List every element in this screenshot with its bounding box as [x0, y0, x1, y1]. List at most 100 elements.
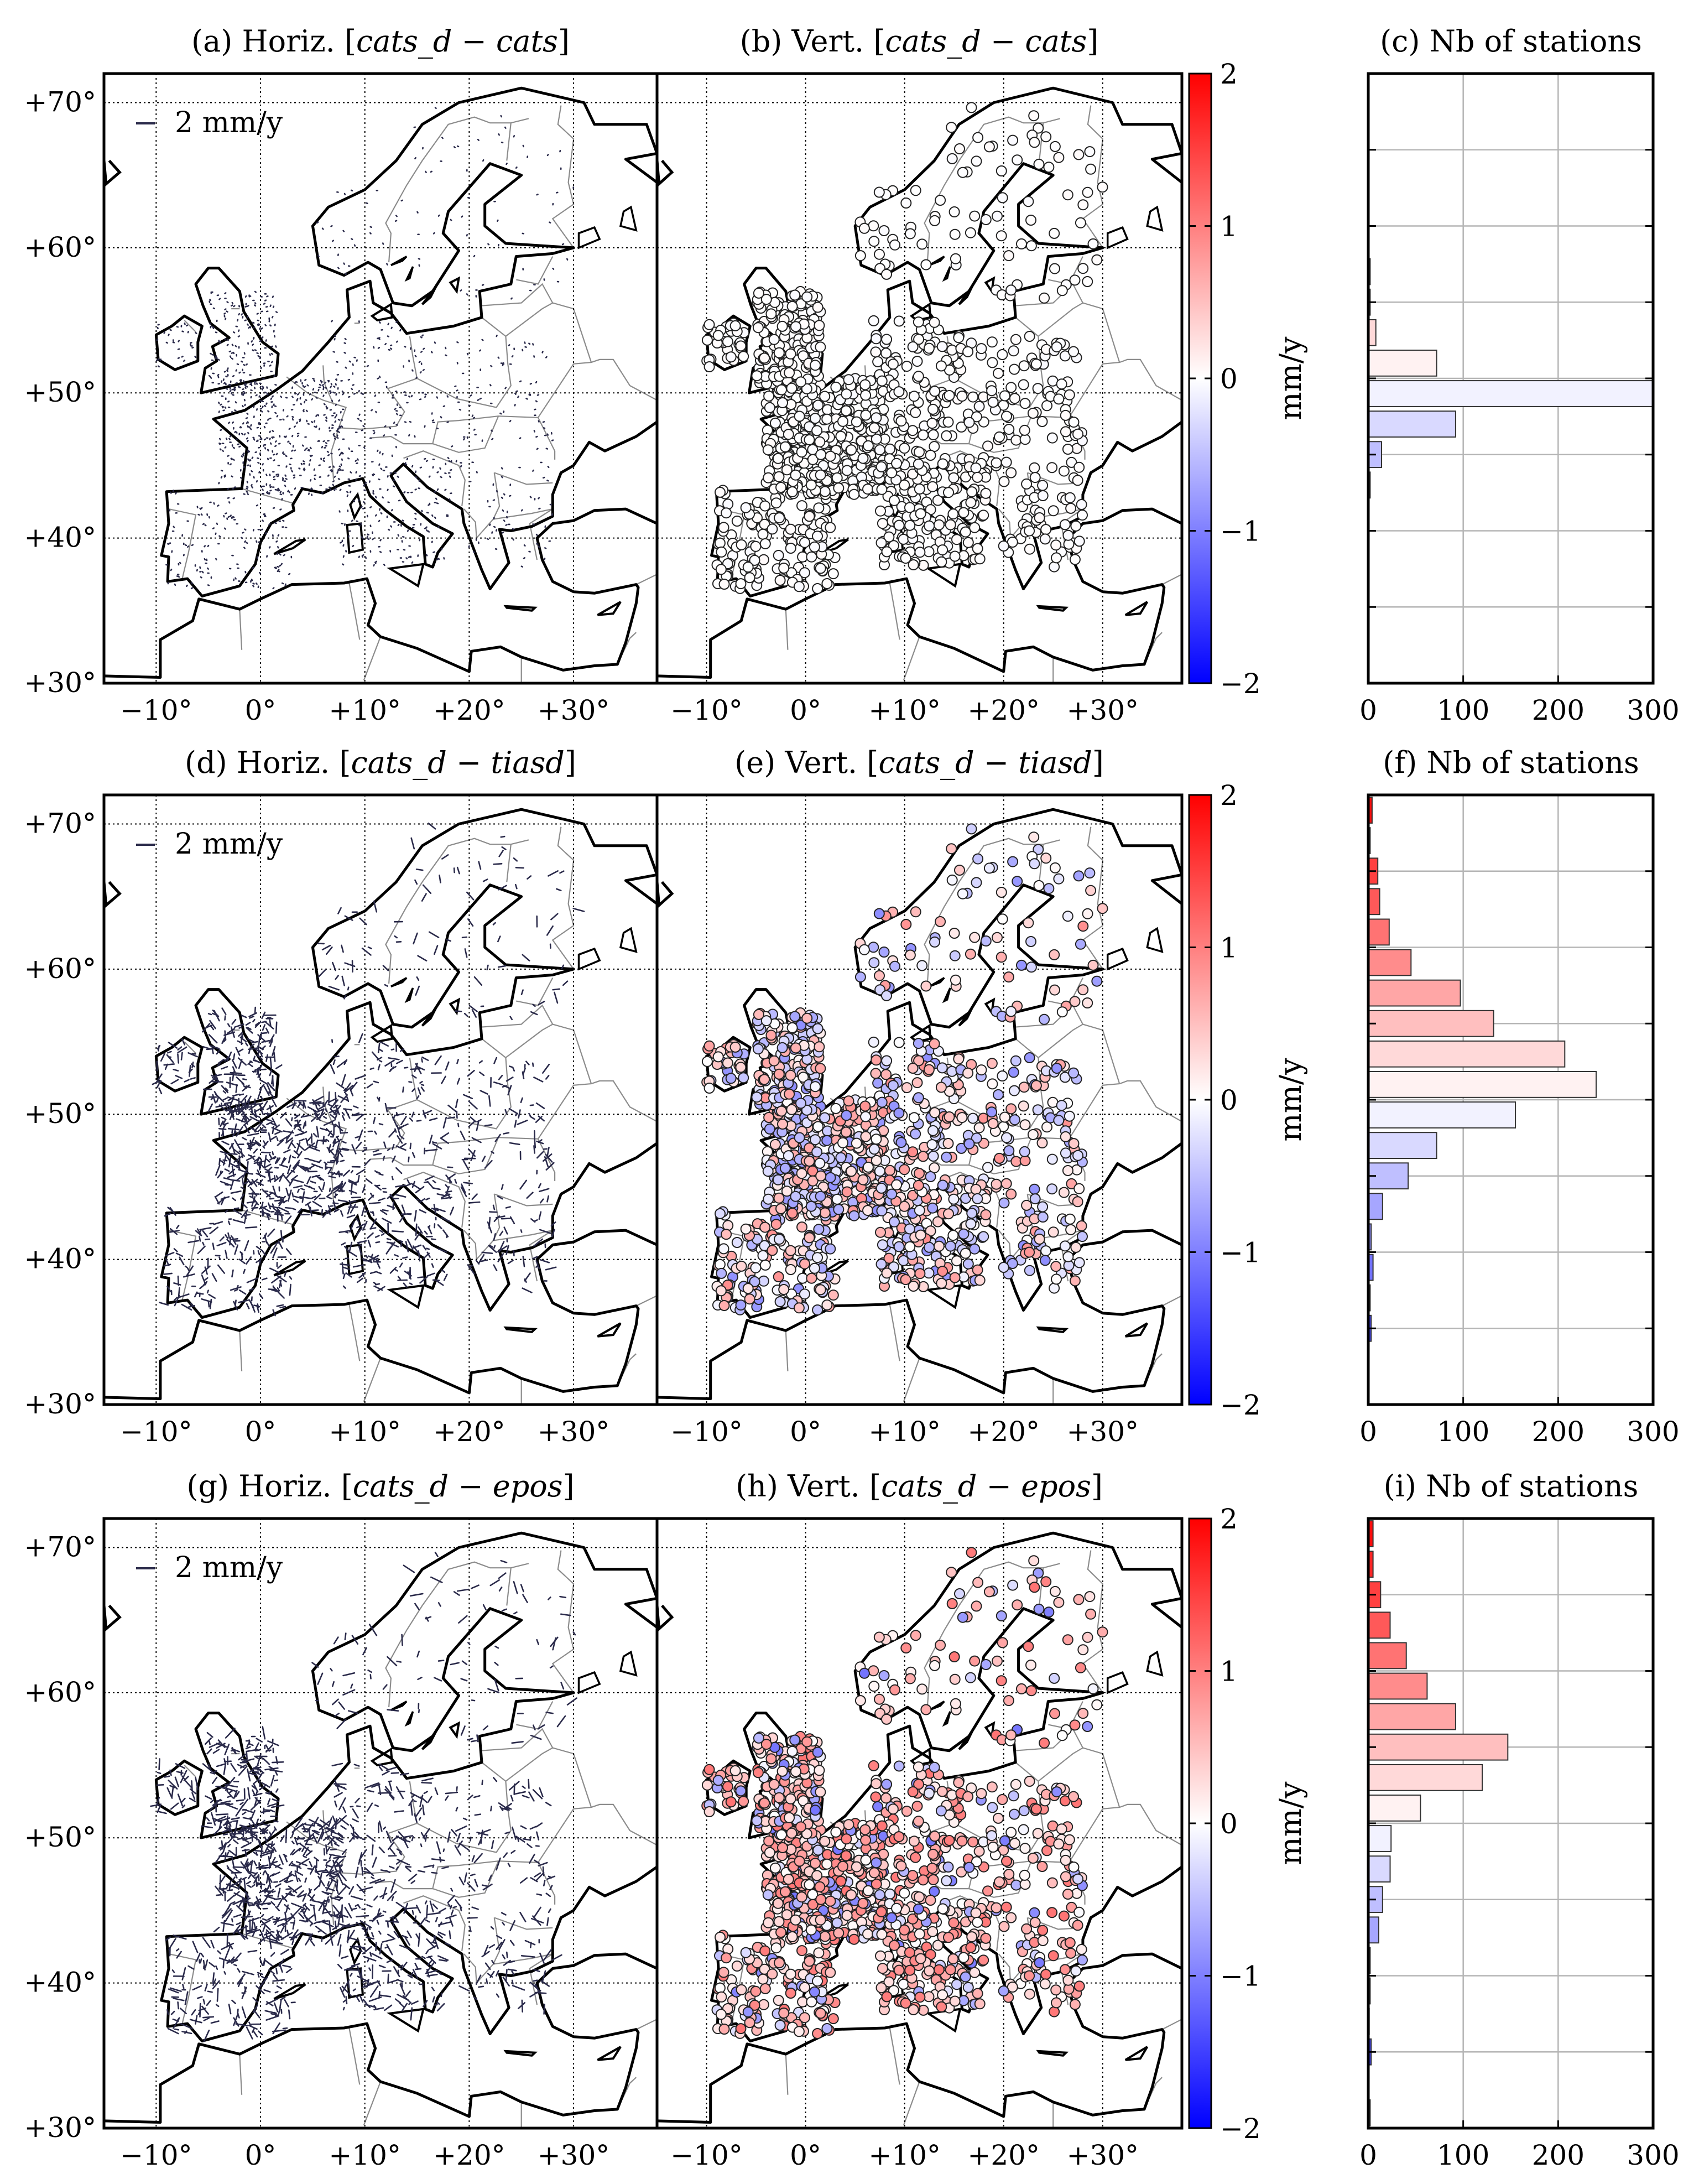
- station-vector: [238, 1259, 246, 1264]
- station-marker: [949, 228, 961, 240]
- station-vector: [235, 325, 238, 327]
- station-vector: [352, 1264, 364, 1268]
- station-vector: [384, 425, 387, 428]
- station-vector: [260, 1151, 271, 1154]
- station-vector: [264, 404, 267, 407]
- station-marker: [1051, 341, 1062, 353]
- station-vector: [232, 394, 234, 396]
- station-marker: [924, 520, 935, 532]
- station-vector: [330, 383, 332, 386]
- station-vector: [549, 221, 551, 224]
- station-vector: [274, 1131, 282, 1135]
- station-vector: [505, 1245, 509, 1255]
- station-marker: [740, 1223, 752, 1235]
- station-marker: [716, 546, 727, 558]
- station-vector: [186, 1265, 194, 1276]
- longitude-tick-label: −10°: [120, 694, 192, 726]
- station-vector: [311, 1163, 324, 1169]
- country-border: [184, 320, 196, 332]
- station-vector: [266, 1213, 270, 1220]
- station-vector: [519, 437, 522, 439]
- station-vector: [348, 1200, 352, 1207]
- station-vector: [411, 1111, 415, 1118]
- station-vector: [426, 529, 428, 532]
- station-vector: [309, 459, 311, 462]
- station-vector: [535, 435, 538, 438]
- station-vector: [187, 330, 189, 334]
- station-vector: [374, 1283, 381, 1286]
- station-marker: [973, 401, 985, 412]
- station-vector: [404, 346, 406, 348]
- station-marker: [841, 1186, 853, 1198]
- station-vector: [305, 409, 308, 412]
- station-vector: [265, 1054, 268, 1062]
- station-vector: [246, 1256, 252, 1265]
- station-marker: [872, 356, 884, 367]
- station-vector: [350, 1203, 357, 1214]
- station-vector: [319, 1109, 325, 1119]
- station-vector: [256, 1172, 266, 1178]
- country-border: [903, 636, 920, 681]
- station-marker: [1028, 110, 1040, 122]
- station-vector: [406, 1239, 414, 1250]
- longitude-tick-label: −10°: [670, 694, 743, 726]
- station-vector: [489, 523, 491, 526]
- station-vector: [227, 1023, 231, 1027]
- station-vector: [229, 1110, 234, 1120]
- station-vector: [261, 401, 264, 403]
- station-vector: [309, 479, 312, 482]
- station-vector: [209, 1226, 219, 1235]
- station-vector: [355, 1217, 360, 1223]
- country-border: [1082, 826, 1104, 970]
- station-vector: [444, 472, 447, 475]
- station-vector: [186, 584, 188, 587]
- station-vector: [402, 1256, 408, 1259]
- station-marker: [795, 376, 806, 388]
- station-vector: [277, 534, 280, 537]
- station-marker: [799, 567, 810, 579]
- station-marker: [764, 1123, 775, 1135]
- station-vector: [266, 1083, 272, 1094]
- station-vector: [261, 1277, 268, 1281]
- station-vector: [358, 413, 361, 416]
- station-vector: [296, 399, 298, 402]
- longitude-tick-label: +10°: [329, 1416, 401, 1448]
- station-vector: [227, 1127, 240, 1131]
- station-vector: [272, 1203, 275, 1209]
- station-vector: [226, 310, 228, 313]
- station-marker: [773, 1068, 785, 1080]
- station-marker: [893, 386, 905, 398]
- station-vector: [317, 414, 319, 417]
- station-vector: [222, 1090, 227, 1094]
- coastline: [104, 1229, 657, 1400]
- station-vector: [413, 126, 416, 128]
- station-vector: [518, 1109, 521, 1119]
- station-vector: [239, 477, 243, 479]
- country-border: [241, 488, 293, 504]
- station-marker: [937, 458, 948, 470]
- title-italic: cats_d − tiasd: [878, 745, 1092, 780]
- station-marker: [1077, 263, 1089, 274]
- station-vector: [218, 1104, 227, 1112]
- station-vector: [484, 1124, 493, 1127]
- coastline: [104, 881, 122, 908]
- station-vector: [276, 1304, 284, 1307]
- vertical-panel-title: (b) Vert. [cats_d − cats]: [740, 24, 1099, 59]
- station-vector: [160, 1053, 166, 1062]
- station-vector: [294, 1114, 300, 1116]
- station-marker: [895, 415, 907, 427]
- station-vector: [254, 1140, 261, 1146]
- station-vector: [260, 1211, 270, 1215]
- station-vector: [285, 1248, 292, 1255]
- station-vector: [257, 1034, 267, 1043]
- station-marker: [798, 1072, 809, 1083]
- station-marker: [819, 1112, 831, 1124]
- station-marker: [785, 1264, 796, 1275]
- station-vector: [232, 1093, 240, 1097]
- station-marker: [1032, 383, 1044, 394]
- station-vector: [345, 1272, 352, 1278]
- station-vector: [276, 552, 279, 555]
- station-vector: [238, 1299, 251, 1303]
- station-vector: [299, 1196, 311, 1199]
- station-marker: [960, 526, 971, 538]
